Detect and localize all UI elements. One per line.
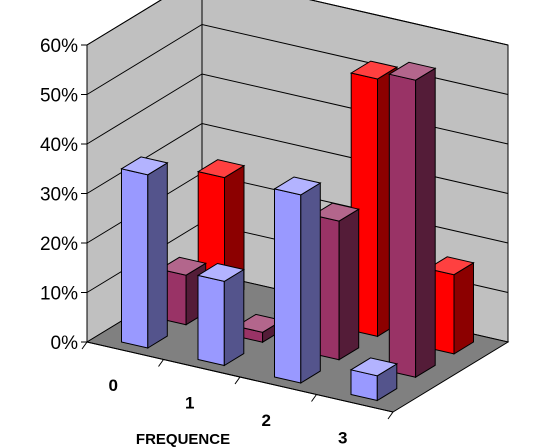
- x-tick-label: 1: [185, 393, 194, 412]
- bar: [120, 156, 169, 349]
- bar: [349, 357, 399, 402]
- x-tick-mark: [234, 376, 241, 385]
- bar-front: [388, 73, 417, 378]
- gridline: [86, 0, 509, 46]
- bar-top: [196, 159, 246, 179]
- bar-top: [426, 256, 475, 276]
- x-axis-title: FREQUENCE: [136, 431, 230, 448]
- bar-side: [415, 67, 436, 379]
- bar-side: [300, 182, 321, 384]
- x-tick-label: 3: [338, 428, 347, 447]
- x-tick-mark: [158, 359, 164, 367]
- x-axis-ticks: 0 1 2 3: [81, 341, 394, 447]
- bar: [387, 61, 437, 379]
- bar-front: [274, 188, 302, 384]
- x-tick-mark: [311, 394, 317, 402]
- bar-side: [338, 208, 360, 361]
- bar-top: [120, 156, 169, 176]
- bar-front: [197, 274, 225, 367]
- y-tick-label: 50%: [40, 86, 78, 107]
- bar-top: [273, 176, 322, 196]
- bar-top: [349, 60, 399, 80]
- bar-top: [196, 262, 246, 282]
- bars: [120, 60, 475, 402]
- bar: [273, 176, 322, 384]
- bar-top: [158, 256, 208, 276]
- bar-side: [147, 162, 168, 349]
- y-tick-label: 10%: [40, 284, 78, 305]
- y-tick-label: 0%: [51, 333, 79, 354]
- x-tick-mark: [81, 341, 88, 350]
- y-tick-label: 20%: [40, 234, 78, 255]
- x-tick-label: 0: [109, 376, 118, 395]
- bar-top: [311, 202, 361, 222]
- bar-top: [349, 357, 399, 377]
- y-axis-ticks: 0% 10% 20% 30% 40% 50% 60%: [40, 36, 87, 354]
- bar: [196, 262, 246, 367]
- y-tick-label: 60%: [40, 36, 78, 57]
- bar-side: [223, 268, 245, 367]
- bar-front: [121, 168, 149, 349]
- bar-top: [387, 61, 437, 81]
- bar-side: [453, 261, 474, 355]
- x-tick-mark: [387, 411, 394, 420]
- y-tick-label: 40%: [40, 135, 78, 156]
- y-tick-label: 30%: [40, 185, 78, 206]
- x-tick-label: 2: [262, 411, 271, 430]
